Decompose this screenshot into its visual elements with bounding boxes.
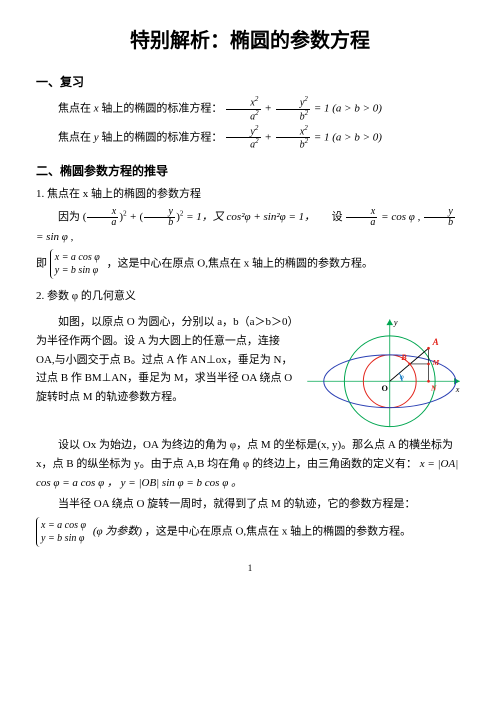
x-arrow [454, 378, 460, 385]
label-A: A [432, 337, 439, 347]
point-A [427, 347, 430, 350]
frac: y2b2 [276, 96, 311, 122]
text: 焦点在 [58, 131, 94, 143]
s2-derivation: 因为 (xa)2 + (yb)2 = 1，又 cos²φ + sin²φ = 1… [36, 207, 464, 247]
frac: y2a2 [226, 125, 261, 151]
brace: x = a cos φ y = b sin φ [36, 517, 90, 547]
eq-tail: = 1 (a > b > 0) [314, 131, 382, 143]
d: b [424, 218, 455, 228]
y-arrow [386, 320, 393, 326]
brace-line: y = b sin φ [41, 533, 84, 544]
text: 轴上的椭圆的标准方程： [99, 103, 223, 115]
text: 设以 Ox 为始边，OA 为终边的角为 φ，点 M 的坐标是(x, y)。那么点… [36, 439, 453, 470]
s1-line2: 焦点在 y 轴上的椭圆的标准方程： y2a2 + x2b2 = 1 (a > b… [36, 125, 464, 151]
figure-paragraph-wrap: A B M N O x y φ 如图，以原点 O 为圆心，分别以 a，b（a＞b… [36, 309, 464, 433]
eq: = sin φ , [36, 231, 73, 243]
text: ，这是中心在原点 O,焦点在 x 轴上的椭圆的参数方程。 [145, 525, 411, 537]
d: a [346, 218, 377, 228]
d: a [87, 218, 118, 228]
frac: xa [346, 207, 377, 228]
eq: = cos φ , [381, 211, 420, 223]
plus: + [264, 131, 271, 143]
section1-heading: 一、复习 [36, 72, 464, 92]
brace-line: x = a cos φ [41, 520, 86, 531]
text: 设 [332, 211, 343, 223]
label-B: B [400, 353, 407, 362]
frac: x2b2 [276, 125, 311, 151]
text: 焦点在 [58, 103, 94, 115]
brace-line: y = b sin φ [55, 265, 98, 276]
point-B [408, 363, 411, 366]
p2a: 设以 Ox 为始边，OA 为终边的角为 φ，点 M 的坐标是(x, y)。那么点… [36, 436, 464, 492]
brace: x = a cos φ y = b sin φ [50, 249, 104, 279]
s2-brace1: 即 x = a cos φ y = b sin φ ，这是中心在原点 O,焦点在… [36, 249, 464, 279]
page: 特别解析：椭圆的参数方程 一、复习 焦点在 x 轴上的椭圆的标准方程： x2a2… [0, 0, 500, 586]
note: (φ 为参数) [93, 525, 142, 537]
label-M: M [432, 358, 440, 367]
s2-brace2: x = a cos φ y = b sin φ (φ 为参数) ，这是中心在原点… [36, 517, 464, 547]
d: b [144, 218, 175, 228]
label-x: x [455, 385, 460, 394]
plus: + [264, 103, 271, 115]
text: 因为 [58, 211, 80, 223]
frac: xa [87, 207, 118, 228]
frac: yb [424, 207, 455, 228]
section2-heading: 二、椭圆参数方程的推导 [36, 161, 464, 181]
label-O: O [382, 384, 389, 393]
label-N: N [430, 383, 437, 392]
eq: = 1，又 cos²φ + sin²φ = 1， [186, 211, 315, 223]
s1-line1: 焦点在 x 轴上的椭圆的标准方程： x2a2 + y2b2 = 1 (a > b… [36, 96, 464, 122]
s2-item2: 2. 参数 φ 的几何意义 [36, 287, 464, 306]
p3: 当半径 OA 绕点 O 旋转一周时，就得到了点 M 的轨迹，它的参数方程是： [36, 495, 464, 514]
text: 轴上的椭圆的标准方程： [99, 131, 223, 143]
text: ，这是中心在原点 O,焦点在 x 轴上的椭圆的参数方程。 [107, 258, 373, 270]
s2-item1: 1. 焦点在 x 轴上的椭圆的参数方程 [36, 185, 464, 204]
frac: yb [144, 207, 175, 228]
eq-tail: = 1 (a > b > 0) [314, 103, 382, 115]
ellipse-figure: A B M N O x y φ [299, 313, 464, 433]
label-y: y [393, 318, 398, 327]
frac: x2a2 [226, 96, 261, 122]
point-M [427, 363, 430, 366]
point-N [427, 380, 430, 383]
label-phi: φ [400, 372, 404, 381]
brace-line: x = a cos φ [55, 252, 100, 263]
page-number: 1 [36, 561, 464, 576]
page-title: 特别解析：椭圆的参数方程 [36, 24, 464, 58]
